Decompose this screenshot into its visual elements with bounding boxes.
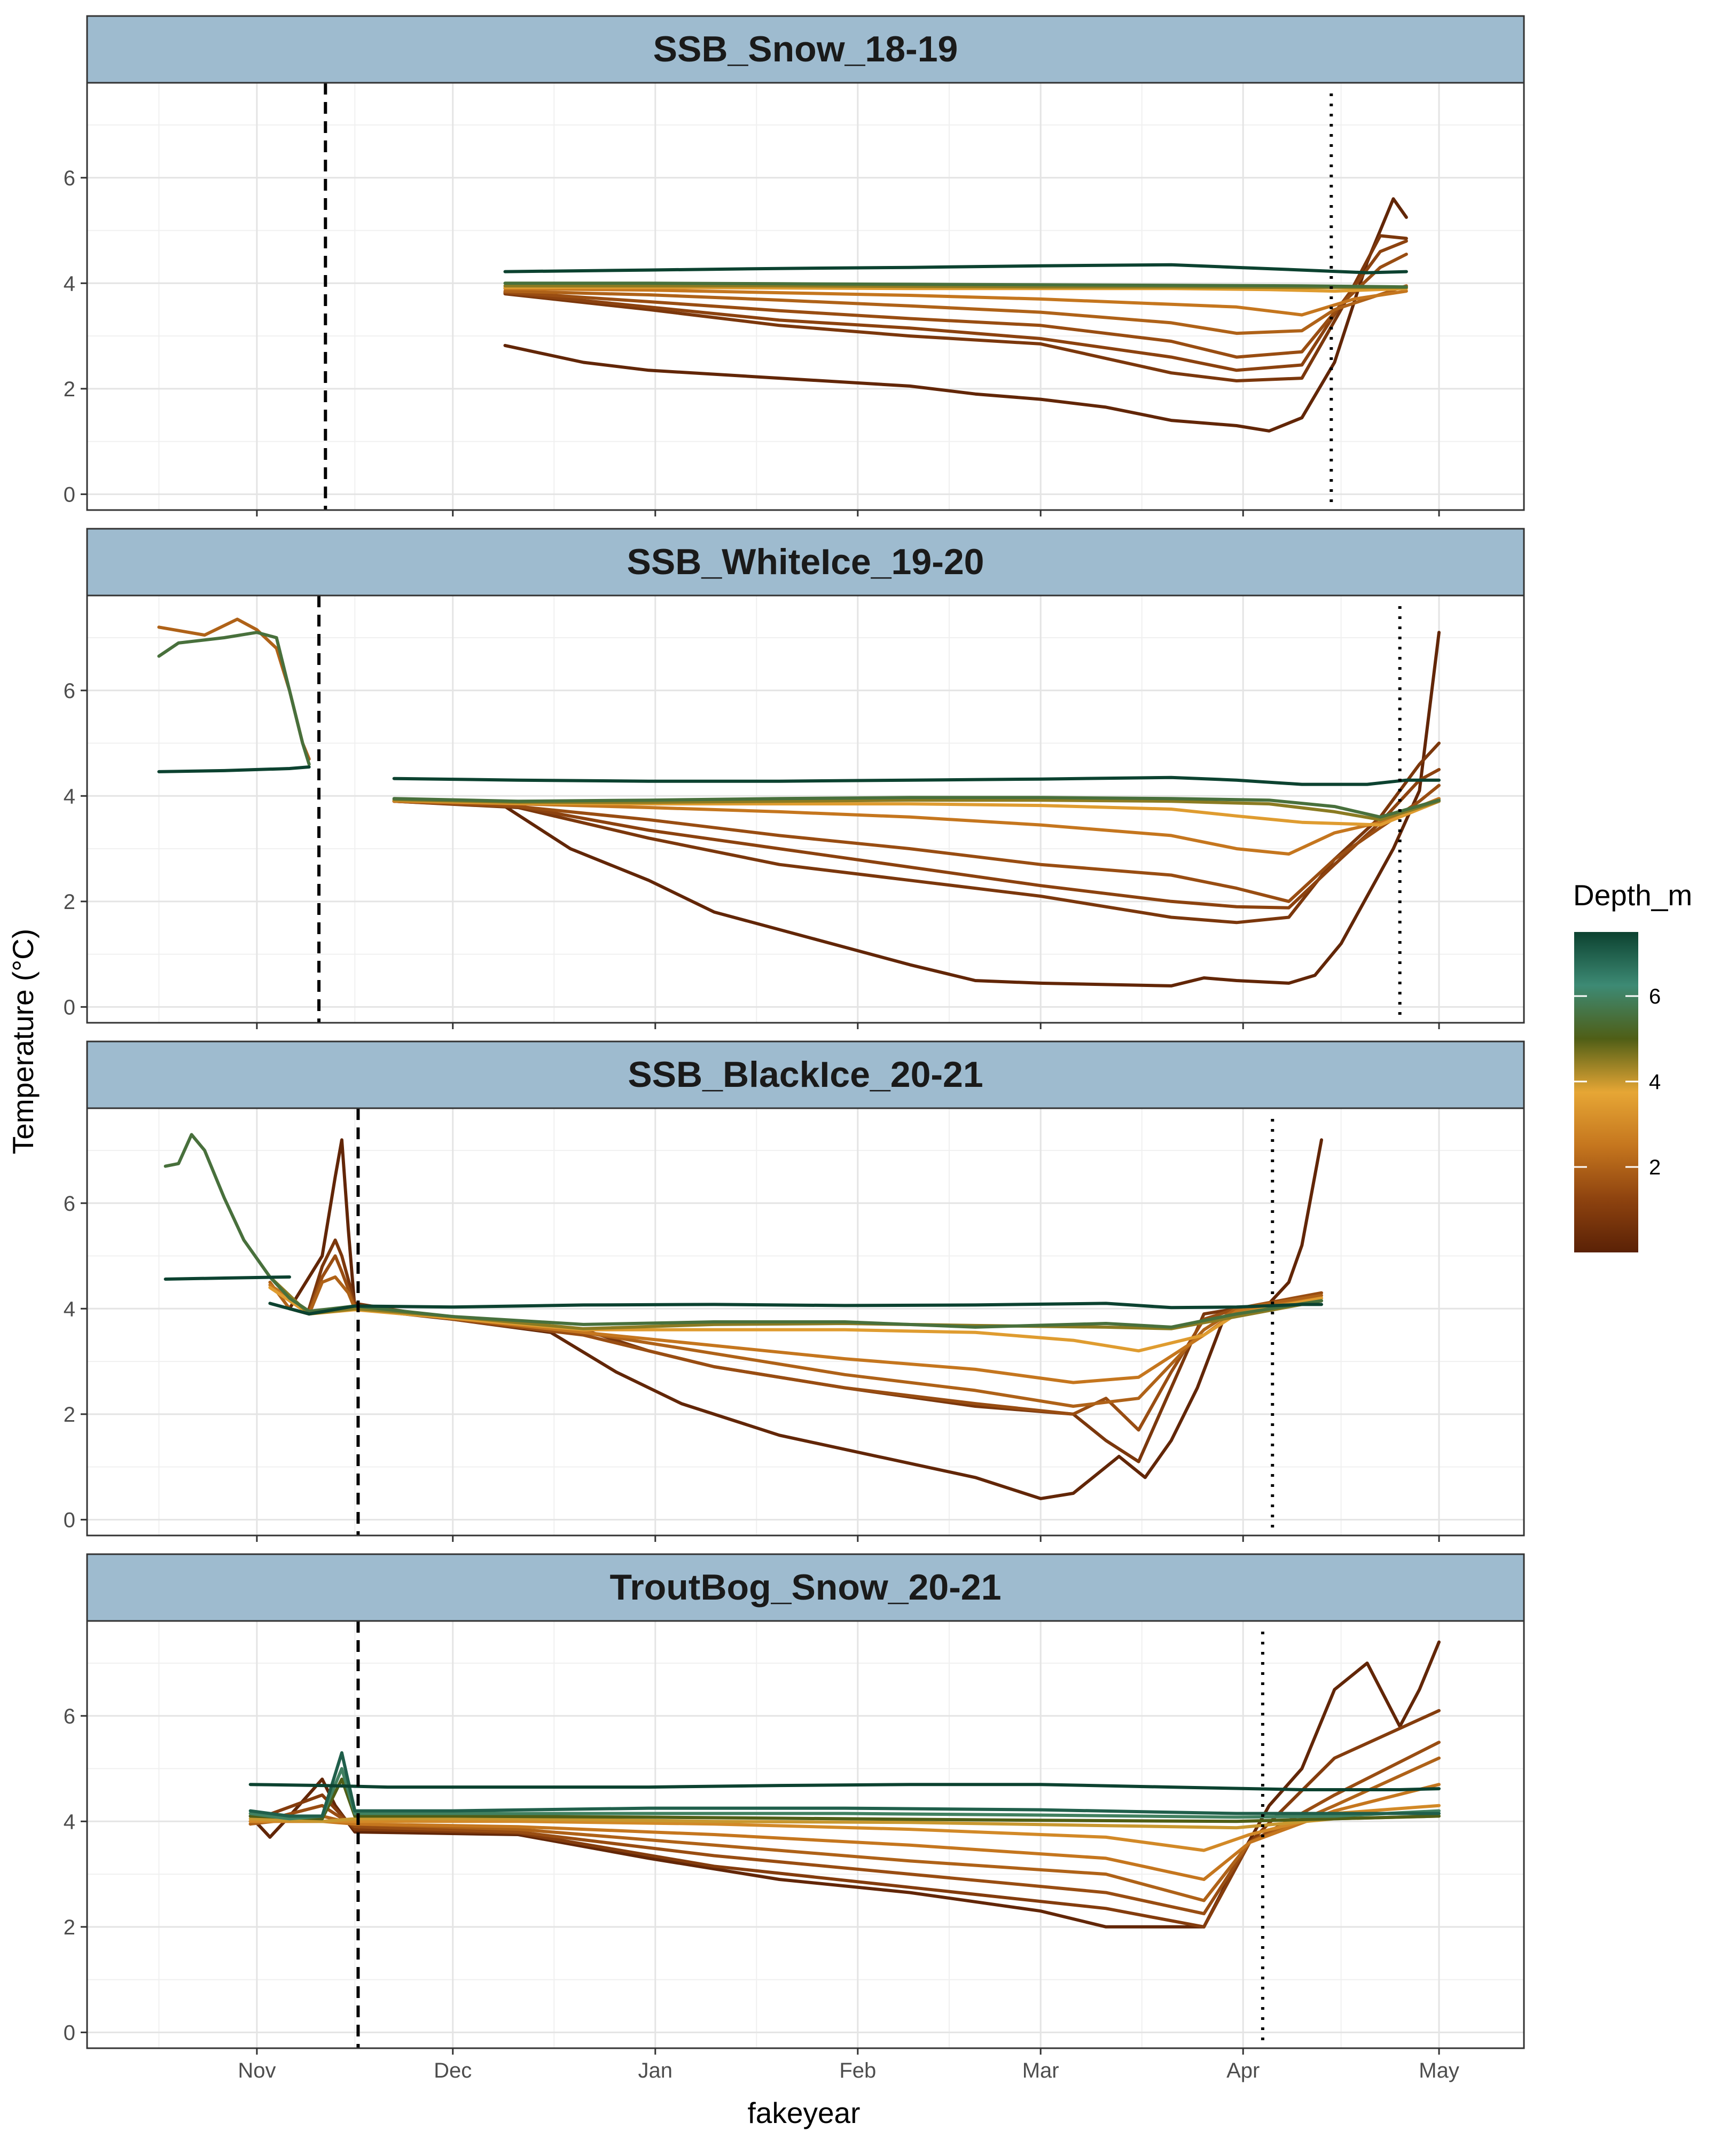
y-tick-label: 4: [64, 785, 75, 808]
series-line: [503, 281, 1408, 289]
facet-panel: SSB_BlackIce_20-21 0 2 4 6: [64, 1040, 1525, 1542]
y-tick-label: 0: [64, 1508, 75, 1532]
y-tick-label: 0: [64, 483, 75, 506]
panel-border: [86, 1107, 1525, 1537]
series-line: [163, 1275, 291, 1281]
facet-strip-label: SSB_WhiteIce_19-20: [627, 542, 984, 582]
facet-panel: SSB_WhiteIce_19-20 0 2 4 6: [64, 528, 1525, 1029]
panel-background: [87, 83, 1524, 510]
series-line: [503, 263, 1408, 275]
panels-layer: SSB_Snow_18-19 0 2 4 6 SSB_WhiteIce_19-20 0 2 4 6…: [64, 15, 1525, 2082]
y-tick-label: 4: [64, 272, 75, 295]
panel-border: [86, 82, 1525, 511]
series-line: [503, 197, 1408, 433]
series-line: [392, 796, 1441, 819]
y-tick-label: 6: [64, 1192, 75, 1216]
x-tick-label: Jan: [638, 2059, 673, 2082]
facet-strip: [86, 15, 1525, 84]
facet-strip: [86, 528, 1525, 597]
series-line: [392, 797, 1441, 856]
series-line: [503, 284, 1408, 335]
x-tick-label: Apr: [1226, 2059, 1260, 2082]
series-line: [248, 1804, 1441, 1852]
x-tick-label: Dec: [434, 2059, 472, 2082]
series-line: [503, 287, 1408, 317]
series-line: [157, 631, 311, 766]
series-line: [392, 783, 1441, 903]
series-line: [392, 775, 1441, 786]
series-line: [268, 1302, 1323, 1316]
facet-panel: SSB_Snow_18-19 0 2 4 6: [64, 15, 1525, 516]
facet-strip: [86, 1553, 1525, 1622]
y-tick-label: 6: [64, 679, 75, 703]
colorbar-tick-label: 4: [1649, 1070, 1661, 1094]
facet-strip-label: SSB_Snow_18-19: [653, 29, 958, 69]
y-tick-label: 2: [64, 1916, 75, 1939]
y-tick-label: 6: [64, 167, 75, 190]
panel-background: [87, 1621, 1524, 2048]
panel-border: [86, 594, 1525, 1024]
series-line: [268, 1275, 1323, 1330]
colorbar-legend: Depth_m 2 4 6: [1573, 879, 1692, 1252]
colorbar-tick-label: 2: [1649, 1156, 1661, 1179]
y-tick-label: 6: [64, 1705, 75, 1728]
panel-border: [86, 1620, 1525, 2049]
x-tick-label: Nov: [238, 2059, 276, 2082]
series-line: [157, 765, 311, 773]
x-axis-title: fakeyear: [748, 2096, 861, 2129]
series-line: [503, 253, 1408, 359]
series-line: [248, 1783, 1441, 1881]
y-tick-label: 2: [64, 378, 75, 401]
colorbar-tick-label: 6: [1649, 985, 1661, 1008]
y-tick-label: 2: [64, 1403, 75, 1427]
panel-background: [87, 596, 1524, 1023]
y-tick-label: 2: [64, 890, 75, 914]
series-line: [248, 1777, 1441, 1823]
facet-strip-label: SSB_BlackIce_20-21: [628, 1054, 983, 1095]
series-line: [248, 1814, 1441, 1830]
facet-strip-label: TroutBog_Snow_20-21: [609, 1567, 1001, 1608]
y-tick-label: 0: [64, 996, 75, 1019]
y-tick-label: 0: [64, 2021, 75, 2044]
facet-strip: [86, 1040, 1525, 1109]
y-tick-label: 4: [64, 1297, 75, 1321]
x-tick-label: Feb: [839, 2059, 876, 2082]
legend-title: Depth_m: [1573, 879, 1692, 912]
series-line: [248, 1751, 1441, 1818]
facet-panel: TroutBog_Snow_20-21 0 2 4 6 Nov Dec Jan Feb Mar Ap…: [64, 1553, 1525, 2082]
colorbar: [1574, 932, 1638, 1252]
x-tick-label: May: [1419, 2059, 1459, 2082]
series-line: [248, 1783, 1441, 1791]
series-line: [392, 798, 1441, 821]
series-line: [392, 631, 1441, 988]
y-axis-title: Temperature (°C): [6, 929, 40, 1154]
y-tick-label: 4: [64, 1810, 75, 1834]
x-tick-label: Mar: [1022, 2059, 1059, 2082]
